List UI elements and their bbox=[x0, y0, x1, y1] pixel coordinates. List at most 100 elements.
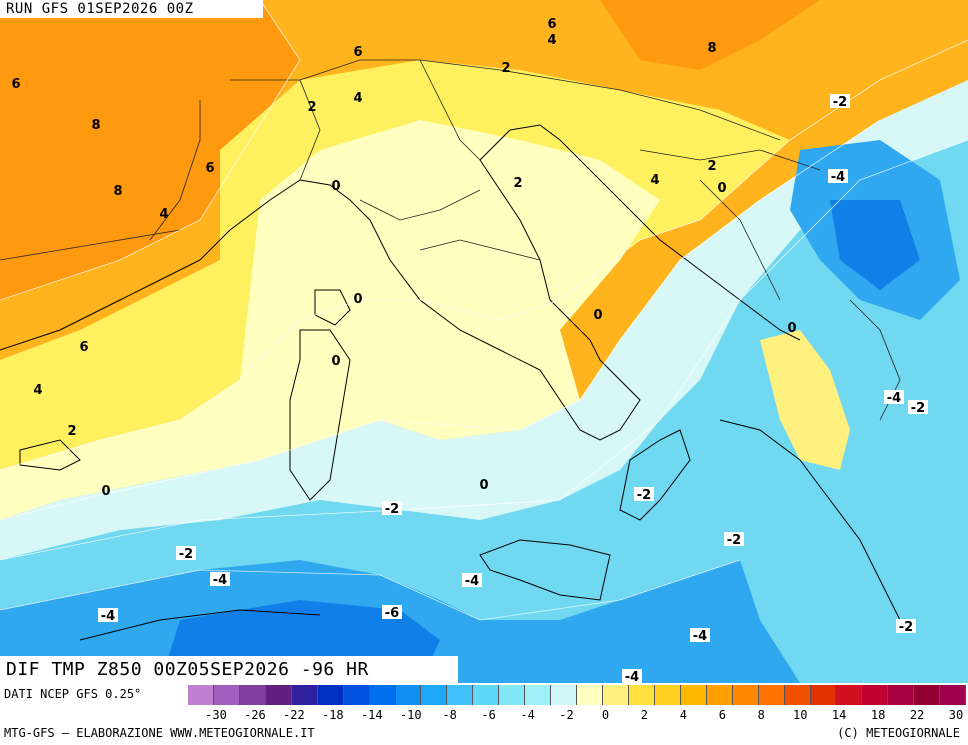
legend-swatch bbox=[369, 685, 396, 705]
contour-label-bg bbox=[462, 573, 482, 587]
legend-swatch bbox=[551, 685, 578, 705]
contour-label: 8 bbox=[707, 41, 716, 56]
contour-label: 4 bbox=[650, 173, 659, 188]
run-label: RUN GFS 01SEP2026 00Z bbox=[0, 0, 263, 18]
contour-label: -2 bbox=[727, 533, 741, 548]
legend-swatch bbox=[291, 685, 318, 705]
contour-label: 6 bbox=[353, 45, 362, 60]
legend-swatch bbox=[758, 685, 785, 705]
legend-tick-label: 0 bbox=[601, 708, 610, 722]
isotherms bbox=[0, 0, 968, 621]
contour-label: 4 bbox=[547, 33, 556, 48]
legend-tick-label: 6 bbox=[718, 708, 726, 722]
legend-swatch bbox=[628, 685, 655, 705]
footer-copyright: (C) METEOGIORNALE bbox=[837, 726, 960, 740]
data-source: DATI NCEP GFS 0.25° bbox=[4, 687, 142, 701]
contour-label: -4 bbox=[887, 391, 901, 406]
contour-label: -4 bbox=[101, 609, 115, 624]
legend-swatch bbox=[317, 685, 344, 705]
legend-swatch bbox=[577, 685, 603, 705]
legend-swatch bbox=[473, 685, 500, 705]
contour-label-bg bbox=[382, 605, 402, 619]
legend-tick-label: 4 bbox=[679, 708, 687, 722]
legend-colorbar bbox=[188, 685, 967, 705]
legend-tick-label: -4 bbox=[520, 708, 535, 722]
legend-swatch bbox=[914, 685, 941, 705]
legend-tick-label: -18 bbox=[321, 708, 344, 722]
contour-label: -2 bbox=[899, 620, 913, 635]
contour-label: 0 bbox=[331, 354, 340, 369]
legend-swatch bbox=[265, 685, 292, 705]
contour-label: -2 bbox=[637, 488, 651, 503]
coastlines bbox=[0, 124, 901, 641]
contour-label: 8 bbox=[91, 118, 100, 133]
contour-label: 2 bbox=[501, 61, 510, 76]
legend-swatch bbox=[447, 685, 474, 705]
legend-tick-label: -30 bbox=[205, 708, 227, 722]
legend-swatch bbox=[603, 685, 629, 705]
legend-swatch bbox=[784, 685, 811, 705]
near-zero-warm bbox=[0, 120, 660, 520]
warm-patch-balkans bbox=[760, 330, 850, 470]
contour-label: -4 bbox=[625, 670, 639, 683]
legend-tick-label: 30 bbox=[948, 708, 964, 722]
contour-label-bg bbox=[622, 669, 642, 683]
contour-label-bg bbox=[830, 94, 850, 108]
legend-ticks: -30 -26 -22 -18 -14 -10 -8 -6 -4 -2 0 2 4 6 8 10 14 18 22 3… bbox=[188, 708, 966, 724]
contour-label-bg bbox=[724, 532, 744, 546]
contour-label: 6 bbox=[79, 340, 88, 355]
legend-tick-label: -26 bbox=[244, 708, 266, 722]
legend-swatch bbox=[888, 685, 915, 705]
legend-tick-label: 14 bbox=[831, 708, 847, 722]
legend-swatch bbox=[421, 685, 448, 705]
legend-swatch bbox=[654, 685, 681, 705]
contour-label: 2 bbox=[707, 159, 716, 174]
field-title: DIF TMP Z850 00Z05SEP2026 -96 HR bbox=[0, 656, 458, 683]
contour-label: -4 bbox=[213, 573, 227, 588]
contour-label-bg bbox=[896, 619, 916, 633]
contour-label: 0 bbox=[479, 478, 488, 493]
contour-label: 2 bbox=[307, 100, 316, 115]
legend-tick-label: 2 bbox=[640, 708, 649, 722]
contour-label-bg bbox=[98, 608, 118, 622]
legend-swatch bbox=[836, 685, 863, 705]
very-warm-field-ne bbox=[600, 0, 820, 70]
contour-label: 0 bbox=[717, 181, 726, 196]
legend-swatch bbox=[499, 685, 526, 705]
contour-label-bg bbox=[634, 487, 654, 501]
legend-swatch bbox=[862, 685, 889, 705]
legend-tick-label: -10 bbox=[399, 708, 422, 722]
contour-label: -4 bbox=[831, 170, 845, 185]
contour-label: -4 bbox=[465, 574, 479, 589]
contour-label: 4 bbox=[33, 383, 42, 398]
legend-swatch bbox=[680, 685, 707, 705]
contour-label: -4 bbox=[693, 629, 707, 644]
contour-labels: 68846642022648-2420-400006420-2-2-4-2-4-… bbox=[11, 17, 928, 683]
contour-label: 0 bbox=[353, 292, 362, 307]
legend-swatch bbox=[395, 685, 422, 705]
color-legend: DATI NCEP GFS 0.25° -30 -26 -22 -18 -14 -10 -8… bbox=[0, 683, 968, 745]
contour-label: 2 bbox=[513, 176, 522, 191]
legend-tick-label: 10 bbox=[792, 708, 808, 722]
contour-label-bg bbox=[884, 390, 904, 404]
legend-tick-label: -2 bbox=[559, 708, 574, 722]
contour-label: 0 bbox=[101, 484, 110, 499]
footer-credit: MTG-GFS — ELABORAZIONE WWW.METEOGIORNALE… bbox=[4, 726, 315, 740]
contour-label: 8 bbox=[113, 184, 122, 199]
contour-label: -2 bbox=[911, 401, 925, 416]
contour-label: 4 bbox=[353, 91, 362, 106]
contour-label-bg bbox=[690, 628, 710, 642]
contour-label: 0 bbox=[593, 308, 602, 323]
legend-swatch bbox=[343, 685, 370, 705]
contour-label-bg bbox=[382, 501, 402, 515]
contour-label: 6 bbox=[205, 161, 214, 176]
very-cold-field-east bbox=[830, 200, 920, 290]
legend-tick-label: -14 bbox=[360, 708, 383, 722]
legend-swatch bbox=[940, 685, 967, 705]
temperature-anomaly-map: 68846642022648-2420-400006420-2-2-4-2-4-… bbox=[0, 0, 968, 683]
very-warm-field-nw bbox=[0, 0, 300, 300]
legend-tick-label: 22 bbox=[909, 708, 925, 722]
legend-tick-label: 8 bbox=[757, 708, 765, 722]
contour-label: 0 bbox=[787, 321, 796, 336]
legend-swatch bbox=[213, 685, 240, 705]
